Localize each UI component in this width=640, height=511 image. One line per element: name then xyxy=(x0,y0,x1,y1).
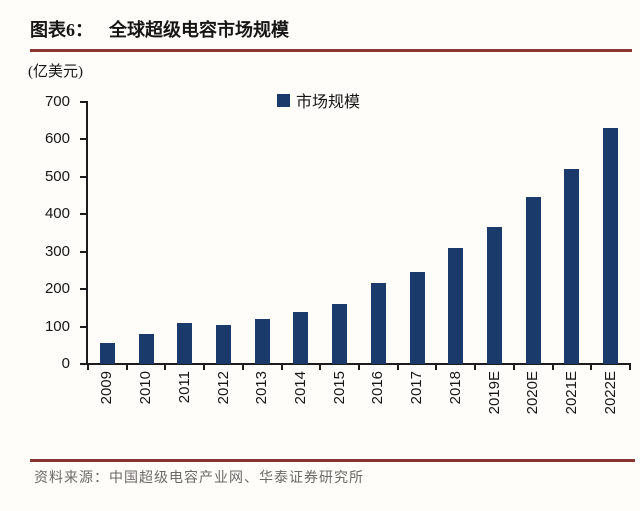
x-axis-label: 2009 xyxy=(98,371,116,405)
y-axis-line xyxy=(86,100,88,365)
x-tick xyxy=(87,364,89,370)
x-tick xyxy=(590,364,593,370)
x-axis-label: 2017 xyxy=(408,371,426,405)
bar-2018 xyxy=(448,247,464,364)
x-tick xyxy=(396,364,399,370)
y-tick xyxy=(80,250,86,253)
y-axis-label: 600 xyxy=(44,130,70,147)
x-axis-label: 2021E xyxy=(562,371,580,415)
y-axis-unit-label: (亿美元) xyxy=(28,64,83,80)
title-underline-rule xyxy=(30,49,632,52)
chart-legend: 市场规模 xyxy=(277,88,360,112)
x-axis-label: 2019E xyxy=(485,371,503,415)
x-tick xyxy=(241,364,244,370)
bar-2011 xyxy=(177,322,193,364)
footer-rule xyxy=(30,459,635,462)
x-axis-label: 2015 xyxy=(330,371,348,405)
x-axis-label: 2022E xyxy=(601,371,619,415)
legend-series-label: 市场规模 xyxy=(296,94,361,111)
bar-2016 xyxy=(370,283,386,364)
bar-2012 xyxy=(216,324,231,364)
figure-number-label: 图表6： xyxy=(30,20,93,40)
x-tick xyxy=(629,364,631,370)
bar-2015 xyxy=(332,304,348,364)
x-tick xyxy=(512,364,515,370)
x-axis-label: 2012 xyxy=(214,371,232,405)
y-axis-label: 400 xyxy=(44,205,70,222)
x-axis-label: 2010 xyxy=(137,371,155,405)
figure-title: 全球超级电容市场规模 xyxy=(109,20,289,40)
bar-2017 xyxy=(409,272,425,364)
y-tick xyxy=(80,175,86,178)
x-axis-label: 2011 xyxy=(175,371,193,404)
x-axis-label: 2014 xyxy=(291,371,309,405)
y-tick xyxy=(80,363,86,365)
source-text: 资料来源：中国超级电容产业网、华泰证券研究所 xyxy=(34,471,364,486)
y-tick xyxy=(80,138,86,140)
x-axis-label: 2016 xyxy=(369,371,387,405)
x-axis-label: 2013 xyxy=(253,371,271,405)
y-axis-label: 700 xyxy=(44,92,70,110)
y-tick xyxy=(80,288,86,290)
x-tick xyxy=(280,364,283,370)
y-tick xyxy=(80,213,86,215)
y-tick xyxy=(80,325,86,328)
bar-2019E xyxy=(487,227,502,364)
y-axis-label: 100 xyxy=(44,317,70,335)
x-tick xyxy=(551,364,554,370)
y-axis-label: 0 xyxy=(61,355,70,372)
bar-2021E xyxy=(564,169,580,364)
y-axis-label: 500 xyxy=(44,167,70,185)
bar-2009 xyxy=(99,343,115,364)
bar-2020E xyxy=(525,197,541,364)
x-axis-label: 2018 xyxy=(446,371,464,405)
figure-header: 图表6： 全球超级电容市场规模 xyxy=(30,16,289,42)
x-tick xyxy=(358,364,360,370)
x-tick xyxy=(125,364,128,370)
bar-2022E xyxy=(603,127,619,364)
x-tick xyxy=(474,364,477,370)
x-tick xyxy=(203,364,206,370)
y-tick xyxy=(80,100,86,103)
bar-2013 xyxy=(254,319,270,364)
legend-swatch-icon xyxy=(277,93,290,107)
bar-2014 xyxy=(293,311,309,364)
x-tick xyxy=(164,364,167,370)
x-axis-label: 2020E xyxy=(524,371,542,415)
x-tick xyxy=(319,364,322,370)
y-axis-label: 200 xyxy=(44,280,70,297)
y-axis-label: 300 xyxy=(44,242,70,260)
x-tick xyxy=(435,364,438,370)
bar-2010 xyxy=(138,334,154,364)
